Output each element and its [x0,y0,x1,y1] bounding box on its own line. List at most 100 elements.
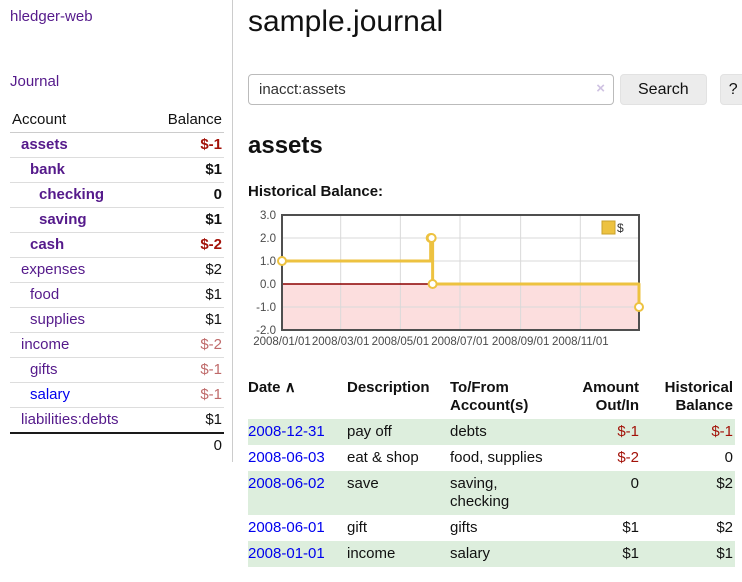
register-row: 2008-12-31 pay off debts $-1 $-1 [248,419,735,445]
transaction-amount: $-2 [617,449,639,466]
account-balance: $-2 [150,332,224,358]
svg-text:0.0: 0.0 [260,279,276,291]
sidebar-nav: Journal [10,73,224,91]
account-link-salary[interactable]: salary [30,386,71,403]
account-link-income[interactable]: income [21,336,70,353]
account-link-cash[interactable]: cash [30,236,65,253]
transaction-accounts: food, supplies [450,449,543,466]
account-link-gifts[interactable]: gifts [30,361,58,378]
accounts-total-row: 0 [10,432,224,456]
account-link-bank[interactable]: bank [30,161,66,178]
account-row: food $1 [10,282,224,308]
svg-text:2008/09/01: 2008/09/01 [492,336,550,348]
transaction-balance: $-1 [711,423,733,440]
transaction-accounts: gifts [450,519,478,536]
transaction-description: pay off [347,423,392,440]
account-link-saving[interactable]: saving [39,211,87,228]
app-brand: hledger-web [10,8,224,26]
register-col-description: Description [347,379,430,396]
register-col-date[interactable]: Date ∧ [248,379,296,396]
account-balance: $1 [150,282,224,308]
page-title: sample.journal [248,5,444,38]
transaction-amount: 0 [630,475,639,492]
accounts-col-account: Account [10,108,151,133]
register-row: 2008-06-02 save saving, checking 0 $2 [248,471,735,515]
search-field-wrap: × [248,74,614,105]
svg-text:$: $ [617,221,624,235]
account-link-expenses[interactable]: expenses [21,261,86,278]
account-link-assets[interactable]: assets [21,136,68,153]
transaction-amount: $1 [622,519,639,536]
register-col-amount: Amount Out/In [582,379,639,414]
account-balance: 0 [150,182,224,208]
account-balance: $-1 [150,357,224,383]
svg-text:2008/03/01: 2008/03/01 [312,336,370,348]
help-button[interactable]: ? [719,74,742,105]
account-row: checking 0 [10,182,224,208]
chart-label: Historical Balance: [248,183,384,200]
brand-link[interactable]: hledger-web [10,8,93,25]
account-row: salary $-1 [10,382,224,408]
account-row: gifts $-1 [10,357,224,383]
search-button[interactable]: Search [620,74,707,105]
register-table: Date ∧ Description To/From Account(s) Am… [248,377,735,567]
account-balance: $1 [150,407,224,433]
register-col-accounts: To/From Account(s) [450,379,529,414]
transaction-description: eat & shop [347,449,419,466]
search-input[interactable] [248,74,614,105]
page: hledger-web Journal Account Balance asse… [10,0,742,567]
svg-text:2008/05/01: 2008/05/01 [372,336,430,348]
account-row: bank $1 [10,157,224,183]
transaction-date-link[interactable]: 2008-06-03 [248,449,325,466]
account-balance: $1 [150,307,224,333]
svg-text:2008/01/01: 2008/01/01 [253,336,311,348]
transaction-balance: 0 [724,449,733,466]
svg-text:2008/11/01: 2008/11/01 [552,336,609,348]
account-balance: $1 [150,157,224,183]
account-balance: $-1 [200,136,222,153]
svg-text:-1.0: -1.0 [256,302,276,314]
account-row: expenses $2 [10,257,224,283]
sort-ascending-icon: ∧ [284,379,296,396]
account-balance: $2 [150,257,224,283]
account-row: supplies $1 [10,307,224,333]
account-link-supplies[interactable]: supplies [30,311,86,328]
transaction-date-link[interactable]: 2008-06-02 [248,475,325,492]
transaction-accounts: saving, checking [450,475,510,510]
transaction-accounts: salary [450,545,491,562]
transaction-description: income [347,545,396,562]
account-row: income $-2 [10,332,224,358]
main-content: sample.journal × Search ? assets Histori… [233,0,742,567]
register-col-balance: Historical Balance [664,379,733,414]
accounts-header-row: Account Balance [10,108,224,133]
account-row: liabilities:debts $1 [10,407,224,433]
historical-balance-chart[interactable]: $3.0 2.0 1.0 0.0 -1.0 -2.0 2008/01/01 2008/03/0… [248,209,742,360]
clear-search-icon[interactable]: × [596,80,605,97]
sidebar-item-journal[interactable]: Journal [10,73,60,90]
transaction-date-link[interactable]: 2008-01-01 [248,545,325,562]
account-balance: $-2 [150,232,224,258]
register-row: 2008-06-03 eat & shop food, supplies $-2… [248,445,735,471]
account-row: assets $-1 [10,133,224,158]
register-header-row: Date ∧ Description To/From Account(s) Am… [248,377,735,419]
svg-text:2.0: 2.0 [260,233,276,245]
svg-text:3.0: 3.0 [260,210,276,222]
transaction-date-link[interactable]: 2008-12-31 [248,423,325,440]
account-link-checking[interactable]: checking [39,186,105,203]
transaction-balance: $2 [716,475,733,492]
transaction-balance: $2 [716,519,733,536]
account-link-food[interactable]: food [30,286,60,303]
transaction-date-link[interactable]: 2008-06-01 [248,519,325,536]
accounts-total-spacer [10,432,151,456]
transaction-description: gift [347,519,368,536]
account-link-liabilities-debts[interactable]: liabilities:debts [21,411,119,428]
transaction-balance: $1 [716,545,733,562]
transaction-amount: $-1 [617,423,639,440]
search-bar: × Search ? [248,74,742,105]
account-row: saving $1 [10,207,224,233]
accounts-total-value: 0 [150,432,224,456]
svg-text:-2.0: -2.0 [256,325,276,337]
accounts-table: Account Balance assets $-1 bank $1 check… [10,108,224,456]
account-balance: $1 [150,207,224,233]
